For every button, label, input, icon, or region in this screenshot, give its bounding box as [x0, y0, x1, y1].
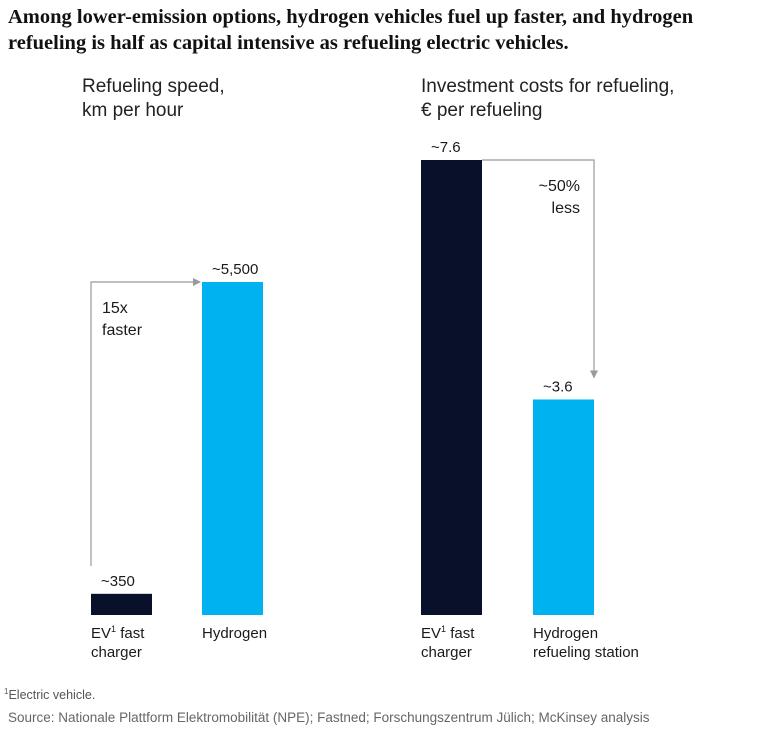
speed-value-label-hydrogen: ~5,500: [212, 261, 258, 278]
cost-category-label-line2-ev: charger: [421, 644, 472, 661]
speed-comparison-arrow: [90, 278, 201, 566]
footnote-text: Electric vehicle.: [8, 688, 96, 702]
cost-value-label-ev: ~7.6: [431, 139, 461, 156]
cost-category-label-ev: EV1 fast: [421, 624, 475, 642]
speed-chart-title: Refueling speed, km per hour: [82, 75, 225, 123]
cost-title-line-1: Investment costs for refueling,: [421, 76, 675, 97]
cost-category-label-line2-hydrogen: refueling station: [533, 644, 639, 661]
footnote-marker: 1: [4, 687, 9, 696]
cost-comparison-arrow: [482, 159, 598, 379]
cost-title-line-2: € per refueling: [421, 100, 543, 121]
source-note: Source: Nationale Plattform Elektromobil…: [8, 710, 650, 725]
cost-category-label-hydrogen: Hydrogen: [533, 625, 598, 642]
speed-annotation-line-2: faster: [102, 322, 143, 339]
footnote: 1Electric vehicle.: [4, 687, 96, 702]
chart-headline: Among lower-emission options, hydrogen v…: [8, 6, 694, 54]
cost-value-label-hydrogen: ~3.6: [543, 378, 573, 395]
speed-category-label-line2-ev: charger: [91, 644, 142, 661]
cost-annotation-line-2: less: [552, 200, 580, 217]
speed-title-line-2: km per hour: [82, 100, 184, 121]
speed-annotation-line-1: 15x: [102, 300, 128, 317]
bar-charts: ~350 EV1 fast charger ~5,500 Hydrogen 15x fast…: [90, 139, 639, 661]
speed-value-label-ev: ~350: [101, 573, 135, 590]
cost-annotation-line-1: ~50%: [539, 178, 580, 195]
speed-category-label-hydrogen: Hydrogen: [202, 625, 267, 642]
speed-bar-hydrogen: [202, 282, 263, 615]
speed-category-label-ev: EV1 fast: [91, 624, 145, 642]
cost-bar-ev: [421, 160, 482, 615]
cost-chart-title: Investment costs for refueling, € per re…: [421, 75, 674, 123]
speed-bar-ev: [91, 593, 152, 615]
cost-bar-hydrogen: [533, 399, 594, 615]
speed-title-line-1: Refueling speed,: [82, 76, 225, 97]
